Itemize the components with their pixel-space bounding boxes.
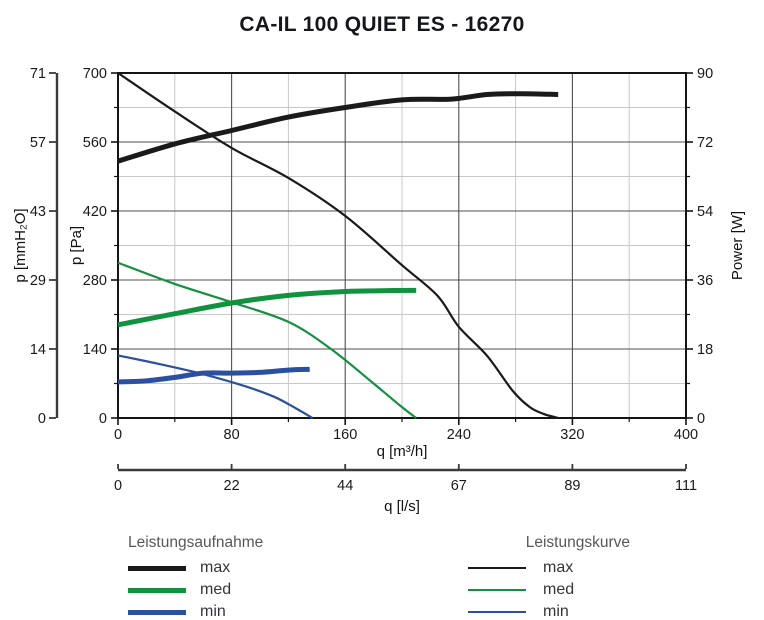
x-axis-ls: 0 22 44 67 89 111	[114, 464, 697, 494]
svg-text:72: 72	[697, 135, 713, 151]
legend-swatch-kurve-max	[468, 567, 526, 569]
legend-label: min	[200, 603, 226, 620]
series-leistungskurve-min	[117, 354, 314, 419]
legend-swatch-kurve-min	[468, 611, 526, 613]
svg-text:280: 280	[83, 273, 107, 289]
legend-swatch-kurve-med	[468, 589, 526, 591]
svg-text:240: 240	[447, 427, 471, 443]
legend-item-kurve-min: min	[440, 601, 630, 620]
legend-label: min	[543, 603, 569, 620]
svg-text:160: 160	[333, 427, 357, 443]
y-axis-mmh2o: 0 14 29 43 57 71	[30, 66, 59, 427]
svg-text:111: 111	[675, 478, 697, 494]
svg-text:Power [W]: Power [W]	[729, 211, 746, 280]
series-leistungskurve-min	[117, 354, 314, 419]
svg-text:q [l/s]: q [l/s]	[384, 498, 420, 515]
legend-label: max	[543, 559, 574, 576]
legend-item-aufnahme-max: max	[128, 557, 263, 579]
svg-text:p [Pa]: p [Pa]	[68, 226, 85, 265]
legend-item-aufnahme-med: med	[128, 579, 263, 601]
svg-text:54: 54	[697, 204, 713, 220]
svg-text:90: 90	[697, 66, 713, 82]
legend-group-leistungsaufnahme: Leistungsaufnahme max med min	[128, 533, 263, 620]
svg-text:67: 67	[451, 478, 467, 494]
svg-text:p [mmH₂O]: p [mmH₂O]	[12, 208, 29, 282]
series-leistungsaufnahme-min	[117, 366, 310, 385]
legend-label: med	[543, 581, 575, 598]
legend-item-kurve-med: med	[440, 579, 630, 601]
legend-swatch-aufnahme-med	[128, 587, 186, 593]
legend-label: max	[200, 559, 231, 576]
svg-text:43: 43	[30, 204, 46, 220]
svg-text:q [m³/h]: q [m³/h]	[377, 443, 428, 460]
svg-text:400: 400	[674, 427, 698, 443]
legend-group-leistungskurve: Leistungskurve max med min	[440, 533, 630, 620]
svg-text:89: 89	[564, 478, 580, 494]
plot-frame	[117, 72, 687, 419]
legend-title-leistungskurve: Leistungskurve	[525, 534, 630, 551]
svg-text:700: 700	[83, 66, 107, 82]
legend-swatch-aufnahme-min	[128, 609, 186, 615]
svg-text:80: 80	[224, 427, 240, 443]
svg-text:22: 22	[224, 478, 240, 494]
legend-item-kurve-max: max	[440, 557, 630, 579]
svg-text:44: 44	[337, 478, 353, 494]
series-leistungsaufnahme-max	[117, 91, 559, 164]
svg-text:14: 14	[30, 342, 46, 358]
svg-text:29: 29	[30, 273, 46, 289]
svg-text:0: 0	[114, 427, 122, 443]
svg-text:140: 140	[83, 342, 107, 358]
frame-ticks	[111, 72, 693, 425]
series-leistungskurve-med	[117, 261, 417, 419]
svg-text:36: 36	[697, 273, 713, 289]
legend-label: med	[200, 581, 232, 598]
svg-text:320: 320	[560, 427, 584, 443]
series-leistungskurve-med	[117, 261, 417, 419]
svg-text:71: 71	[30, 66, 46, 82]
series-leistungsaufnahme-min	[117, 366, 310, 385]
axis-titles: p [mmH₂O] p [Pa] Power [W] q [m³/h] q [l/s]	[12, 208, 746, 515]
svg-text:0: 0	[114, 478, 122, 494]
svg-text:18: 18	[697, 342, 713, 358]
chart-title: CA-IL 100 QUIET ES - 16270	[239, 13, 525, 36]
plot-frame	[117, 72, 687, 419]
legend-title-leistungsaufnahme: Leistungsaufnahme	[128, 534, 264, 551]
legend-swatch-aufnahme-max	[128, 565, 186, 571]
svg-text:0: 0	[99, 411, 107, 427]
legend-item-aufnahme-min: min	[128, 601, 263, 620]
series-leistungsaufnahme-med	[117, 287, 417, 328]
svg-text:0: 0	[38, 411, 46, 427]
svg-text:57: 57	[30, 135, 46, 151]
series-leistungsaufnahme-max	[117, 91, 559, 164]
svg-text:420: 420	[83, 204, 107, 220]
axis-tick-labels: 0 140 280 420 560 700 0 18 36 54 72 90 0 80 160 240 320 4…	[83, 66, 713, 443]
svg-text:560: 560	[83, 135, 107, 151]
series-leistungsaufnahme-med	[117, 287, 417, 328]
series-leistungskurve-max	[117, 72, 559, 420]
series-leistungskurve-max	[117, 72, 559, 420]
grid-minor	[118, 73, 686, 418]
svg-text:0: 0	[697, 411, 705, 427]
